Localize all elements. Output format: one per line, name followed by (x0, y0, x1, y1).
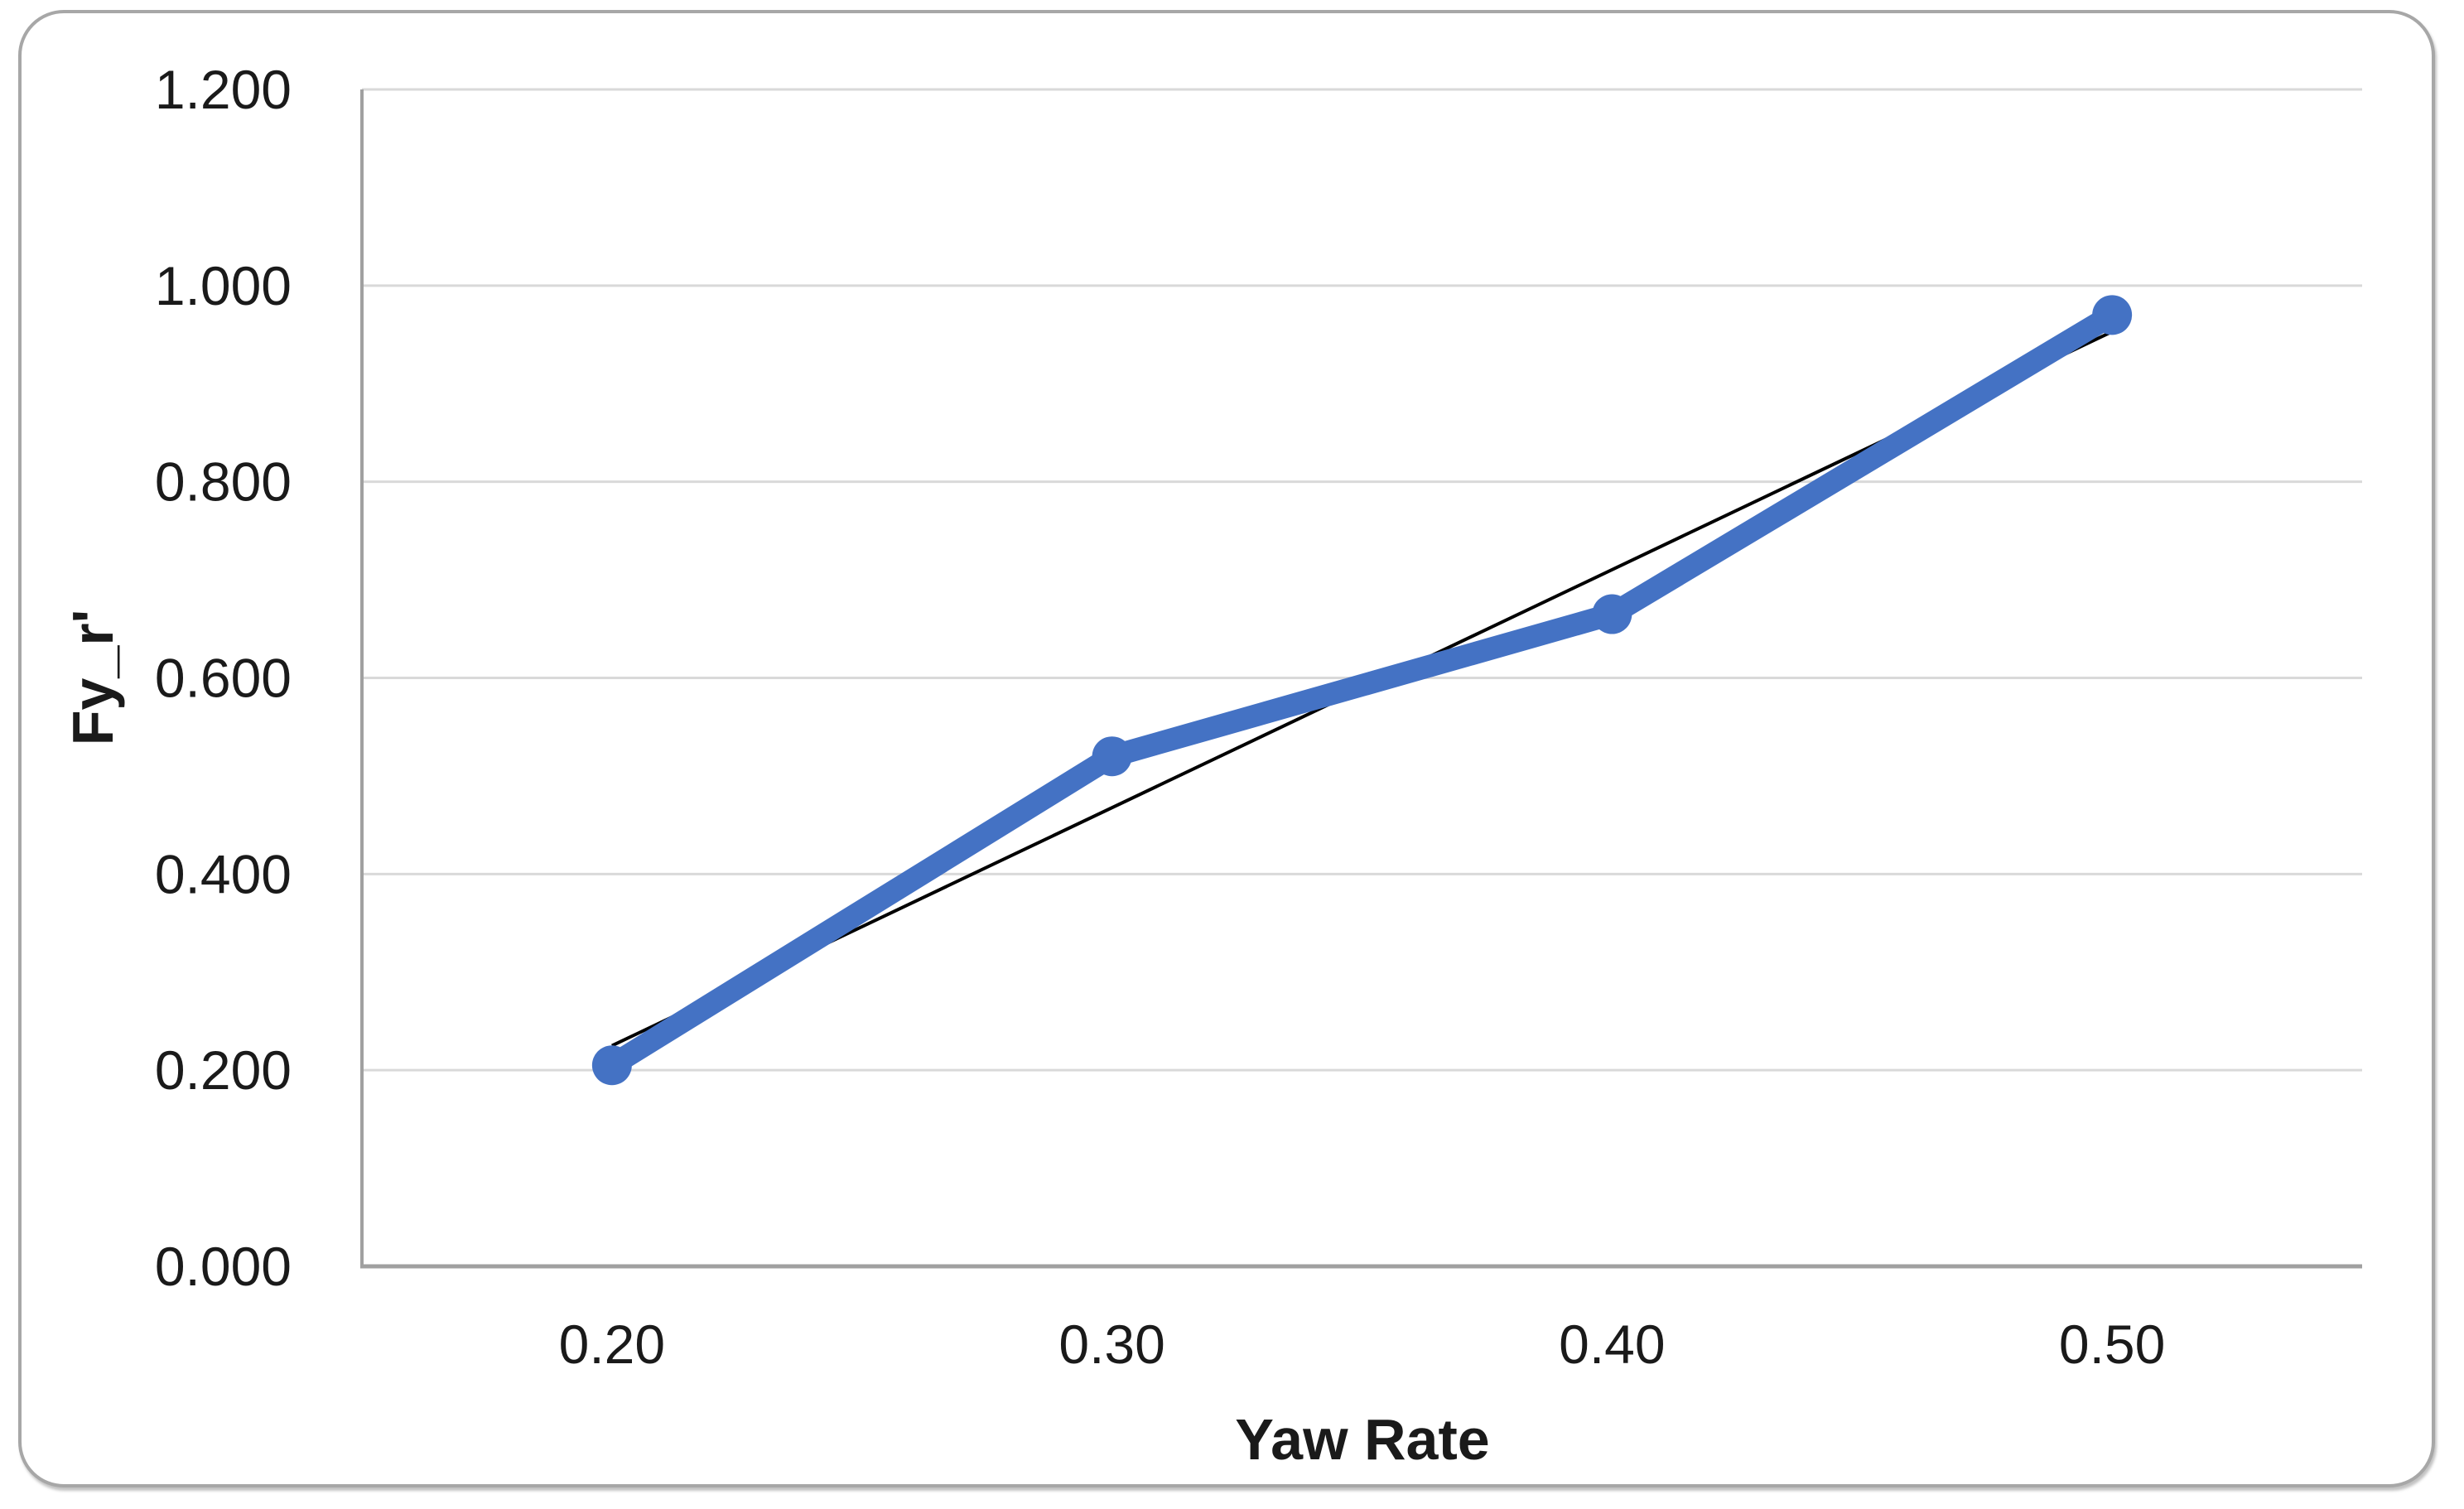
series-line (600, 303, 2124, 1077)
x-axis-title: Yaw Rate (1235, 1407, 1490, 1472)
y-axis-title: Fy_r' (60, 609, 125, 746)
data-point-marker (2092, 295, 2133, 335)
chart-frame (18, 10, 2435, 1487)
y-tick-label: 1.000 (155, 255, 292, 316)
x-tick-label: 0.50 (2059, 1314, 2165, 1375)
x-tick-label: 0.30 (1058, 1314, 1164, 1375)
y-tick-label: 0.600 (155, 648, 292, 709)
y-tick-label: 0.800 (155, 451, 292, 513)
data-point-marker (591, 1045, 632, 1086)
x-tick-label: 0.20 (559, 1314, 665, 1375)
y-tick-label: 0.200 (155, 1039, 292, 1101)
y-tick-label: 1.200 (155, 59, 292, 120)
y-tick-label: 0.000 (155, 1236, 292, 1297)
x-tick-label: 0.40 (1559, 1314, 1665, 1375)
data-point-marker (1092, 736, 1132, 777)
data-point-marker (1592, 594, 1632, 634)
y-tick-label: 0.400 (155, 843, 292, 904)
